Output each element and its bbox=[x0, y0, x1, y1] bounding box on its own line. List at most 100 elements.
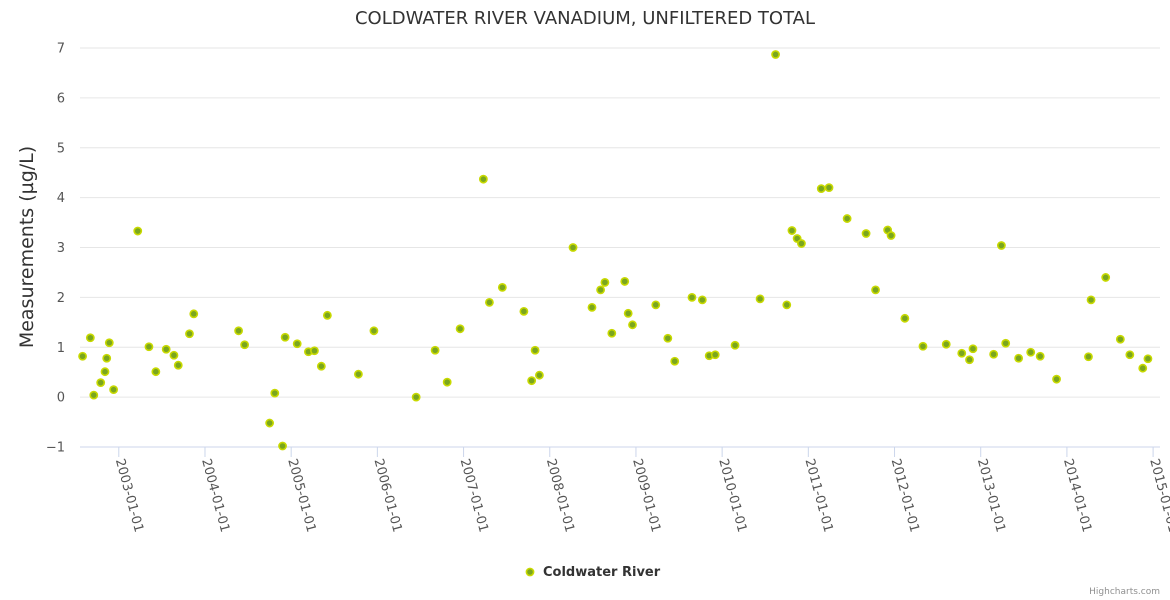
data-point[interactable] bbox=[1101, 273, 1111, 282]
data-point[interactable] bbox=[620, 277, 630, 286]
data-point[interactable] bbox=[710, 350, 720, 360]
data-point[interactable] bbox=[1026, 347, 1036, 357]
legend-marker[interactable] bbox=[525, 567, 535, 577]
data-point[interactable] bbox=[787, 226, 797, 235]
data-point[interactable] bbox=[871, 285, 880, 295]
legend-item-coldwater-river[interactable]: Coldwater River bbox=[543, 565, 661, 580]
data-point[interactable] bbox=[816, 184, 826, 194]
data-point[interactable] bbox=[411, 392, 421, 402]
data-point[interactable] bbox=[185, 329, 194, 339]
data-point[interactable] bbox=[587, 302, 597, 312]
y-tick-label: 3 bbox=[57, 241, 65, 256]
data-point[interactable] bbox=[78, 351, 87, 361]
data-point[interactable] bbox=[151, 367, 161, 377]
data-point[interactable] bbox=[240, 340, 250, 350]
credit-link[interactable]: Highcharts.com bbox=[1089, 587, 1160, 597]
data-point[interactable] bbox=[485, 297, 494, 307]
data-point[interactable] bbox=[697, 295, 707, 305]
data-point[interactable] bbox=[169, 350, 179, 360]
data-point[interactable] bbox=[771, 50, 780, 59]
data-point[interactable] bbox=[842, 214, 852, 223]
data-point[interactable] bbox=[957, 348, 967, 358]
data-point[interactable] bbox=[430, 345, 440, 355]
data-point[interactable] bbox=[292, 339, 302, 349]
data-point[interactable] bbox=[89, 390, 99, 400]
data-point[interactable] bbox=[173, 360, 183, 370]
data-point[interactable] bbox=[109, 385, 119, 395]
data-point[interactable] bbox=[316, 361, 326, 371]
data-point[interactable] bbox=[322, 310, 332, 320]
data-point[interactable] bbox=[628, 320, 637, 330]
data-point[interactable] bbox=[161, 344, 171, 354]
data-point[interactable] bbox=[663, 333, 673, 343]
data-point[interactable] bbox=[1084, 352, 1093, 362]
data-point[interactable] bbox=[497, 282, 507, 292]
data-point[interactable] bbox=[965, 355, 974, 365]
data-point[interactable] bbox=[144, 342, 154, 352]
data-point[interactable] bbox=[1052, 374, 1061, 384]
data-point[interactable] bbox=[730, 340, 740, 350]
data-point[interactable] bbox=[1014, 353, 1024, 363]
data-point[interactable] bbox=[234, 326, 243, 336]
data-point[interactable] bbox=[1138, 363, 1148, 373]
data-point[interactable] bbox=[1001, 338, 1011, 348]
data-point[interactable] bbox=[100, 367, 110, 377]
data-point[interactable] bbox=[886, 231, 896, 240]
x-axis-ticks: 2003-01-01 2004-01-01 2005-01-01 2006-01-01… bbox=[112, 447, 1170, 534]
x-tick-label: 2006-01-01 bbox=[371, 457, 405, 534]
data-point[interactable] bbox=[96, 378, 106, 388]
data-point[interactable] bbox=[1125, 350, 1135, 360]
data-point[interactable] bbox=[670, 356, 680, 366]
y-tick-label: 1 bbox=[57, 341, 65, 356]
data-point[interactable] bbox=[189, 309, 199, 319]
data-point[interactable] bbox=[478, 174, 488, 184]
data-point[interactable] bbox=[369, 326, 379, 336]
data-point[interactable] bbox=[280, 332, 290, 342]
x-tick-label: 2007-01-01 bbox=[457, 457, 491, 534]
data-point[interactable] bbox=[900, 313, 910, 323]
data-point[interactable] bbox=[530, 345, 540, 355]
x-tick-label: 2014-01-01 bbox=[1060, 457, 1094, 534]
data-point[interactable] bbox=[455, 324, 465, 334]
data-point[interactable] bbox=[104, 338, 114, 348]
data-point[interactable] bbox=[102, 353, 112, 363]
data-point[interactable] bbox=[824, 183, 834, 193]
x-tick-label: 2005-01-01 bbox=[284, 457, 318, 534]
data-point[interactable] bbox=[623, 308, 633, 318]
data-point[interactable] bbox=[527, 376, 537, 386]
y-axis-label: Measurements (µg/L) bbox=[16, 146, 38, 348]
data-point[interactable] bbox=[596, 285, 606, 295]
data-point[interactable] bbox=[861, 229, 871, 238]
data-point[interactable] bbox=[968, 344, 978, 354]
legend[interactable]: Coldwater River bbox=[525, 565, 661, 580]
data-point[interactable] bbox=[782, 300, 792, 310]
data-point[interactable] bbox=[1035, 351, 1045, 361]
data-point[interactable] bbox=[687, 292, 697, 302]
data-point[interactable] bbox=[941, 339, 951, 349]
data-point[interactable] bbox=[1086, 295, 1096, 305]
data-point[interactable] bbox=[651, 300, 661, 310]
data-point[interactable] bbox=[918, 341, 928, 351]
data-point[interactable] bbox=[607, 328, 617, 338]
data-point[interactable] bbox=[568, 243, 578, 252]
data-point[interactable] bbox=[265, 418, 275, 428]
data-point[interactable] bbox=[354, 369, 363, 379]
data-point[interactable] bbox=[997, 241, 1006, 250]
y-axis-ticks: −1 0 1 2 3 4 5 6 7 bbox=[46, 42, 65, 456]
y-tick-label: 0 bbox=[57, 391, 65, 406]
data-point[interactable] bbox=[535, 370, 544, 380]
data-point[interactable] bbox=[270, 388, 280, 398]
data-point[interactable] bbox=[755, 294, 765, 304]
data-point[interactable] bbox=[600, 278, 610, 287]
data-point[interactable] bbox=[278, 441, 287, 451]
data-point[interactable] bbox=[989, 349, 999, 359]
data-point[interactable] bbox=[519, 306, 529, 316]
data-point[interactable] bbox=[1143, 354, 1153, 364]
data-point[interactable] bbox=[310, 346, 319, 356]
data-point[interactable] bbox=[442, 377, 452, 387]
data-point[interactable] bbox=[85, 333, 95, 343]
data-point[interactable] bbox=[797, 239, 806, 248]
data-point[interactable] bbox=[133, 226, 143, 236]
y-tick-label: 2 bbox=[57, 291, 65, 306]
data-point[interactable] bbox=[1115, 334, 1125, 344]
